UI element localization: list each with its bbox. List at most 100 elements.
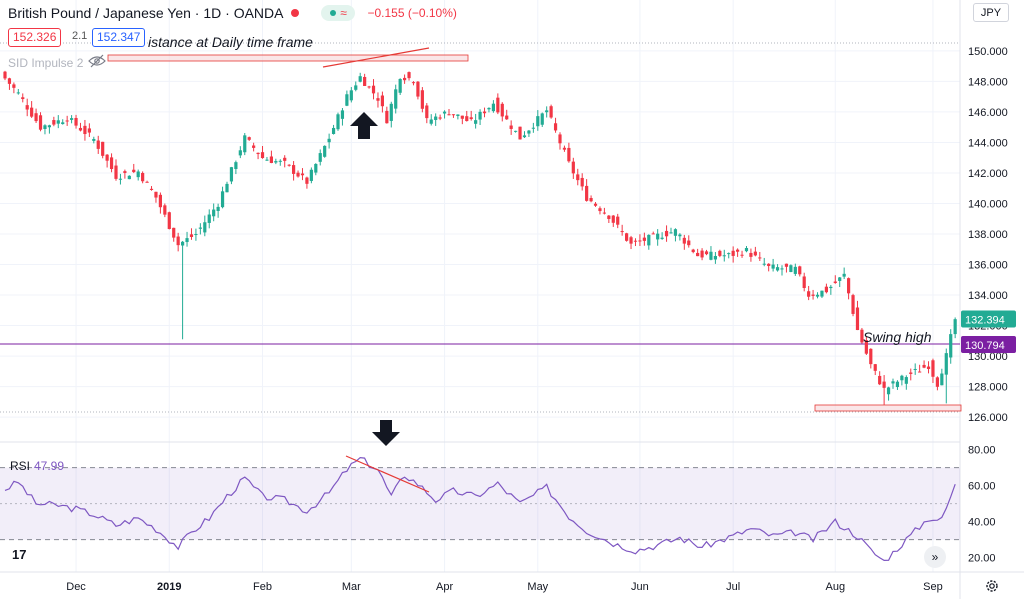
candle-body — [869, 348, 873, 365]
candle-body — [340, 110, 345, 119]
candle-body — [718, 250, 722, 256]
candle-body — [682, 237, 686, 244]
candle-body — [678, 234, 682, 237]
candle-body — [753, 251, 757, 256]
candle-body — [451, 114, 456, 116]
buy-price-button[interactable]: 152.347 — [92, 28, 146, 47]
candle-body — [434, 116, 438, 120]
candle-body — [820, 290, 824, 297]
eye-hidden-icon[interactable] — [88, 54, 106, 68]
candle — [447, 109, 451, 116]
candle — [363, 73, 367, 87]
candle — [744, 246, 749, 253]
candle-body — [673, 229, 678, 236]
candle — [114, 159, 118, 181]
candle — [47, 124, 51, 134]
current-price-tag-bg — [961, 310, 1016, 328]
candle-body — [931, 360, 935, 377]
candle — [52, 116, 56, 127]
candle-body — [163, 205, 167, 215]
tradingview-logo[interactable]: 17 — [12, 547, 27, 562]
indicator-label[interactable]: SID Impulse 2 — [8, 56, 84, 70]
candle — [367, 85, 371, 89]
candle-body — [571, 161, 575, 174]
candle — [451, 114, 456, 118]
candle-body — [496, 97, 500, 113]
candle-body — [274, 161, 278, 163]
candle — [474, 113, 478, 129]
rsi-tick-label: 60.00 — [968, 481, 996, 493]
candle — [740, 250, 744, 258]
candle-body — [593, 203, 598, 206]
candle — [429, 114, 433, 126]
time-axis[interactable]: Dec 2019 Feb Mar Apr May Jun Jul Aug Sep — [66, 581, 942, 593]
candle — [336, 112, 340, 131]
candle-body — [38, 115, 43, 130]
candle-body — [949, 334, 953, 358]
price-tick-label: 150.000 — [968, 46, 1008, 58]
sell-price-button[interactable]: 152.326 — [8, 28, 62, 47]
candle-body — [194, 234, 198, 236]
candle — [931, 358, 935, 383]
candle-body — [696, 252, 700, 257]
candle-body — [802, 276, 806, 288]
symbol-title[interactable]: British Pound / Japanese Yen · 1D · OAND… — [8, 5, 284, 21]
candle — [12, 82, 16, 94]
candle — [518, 126, 522, 140]
candle-body — [292, 165, 296, 174]
candle — [403, 74, 407, 84]
candle-body — [136, 171, 140, 178]
candle — [394, 84, 398, 114]
candle — [456, 114, 460, 120]
candle — [127, 175, 131, 180]
candle-body — [807, 291, 811, 297]
candle — [620, 224, 624, 236]
candle — [345, 90, 349, 107]
gear-icon[interactable] — [984, 578, 1000, 594]
rsi-label[interactable]: RSI — [10, 459, 31, 473]
candle-body — [953, 319, 957, 335]
candle — [154, 191, 158, 203]
candle — [882, 375, 886, 405]
candle-body — [514, 130, 518, 132]
candle-body — [234, 162, 238, 169]
candle — [7, 77, 12, 90]
candle — [753, 246, 757, 257]
candle — [43, 124, 47, 135]
candle — [203, 215, 207, 237]
candle — [625, 232, 629, 242]
candle-body — [664, 230, 669, 237]
arrow-down-icon — [372, 420, 400, 446]
candle — [416, 81, 420, 100]
candle-body — [482, 111, 487, 114]
candle-body — [829, 286, 833, 289]
candle — [78, 122, 83, 132]
candle-body — [287, 164, 291, 166]
candle-body — [65, 120, 69, 122]
candle — [709, 246, 713, 261]
candle — [442, 110, 447, 119]
candle — [629, 235, 633, 250]
currency-button[interactable]: JPY — [973, 3, 1009, 22]
candle-body — [78, 127, 83, 131]
candle-body — [478, 111, 482, 120]
candle-body — [403, 77, 407, 81]
candle-body — [216, 206, 220, 211]
candle-body — [505, 115, 509, 120]
candle — [460, 115, 464, 125]
candle — [918, 364, 922, 373]
time-tick-label: Dec — [66, 581, 86, 593]
price-tick-label: 142.000 — [968, 168, 1008, 180]
candle — [61, 119, 65, 125]
candle — [833, 275, 837, 284]
candle — [611, 215, 615, 227]
rsi-axis[interactable]: 80.00 60.00 40.00 20.00 — [968, 445, 996, 565]
candle — [376, 92, 380, 108]
candle — [536, 110, 540, 131]
candle — [3, 70, 7, 81]
candle-body — [944, 353, 948, 375]
price-axis[interactable]: 150.000 148.000 146.000 144.000 142.000 140.0… — [968, 46, 1008, 424]
chart-style-toggle[interactable]: ≈ — [321, 5, 356, 21]
scroll-to-latest-button[interactable]: » — [924, 546, 946, 568]
